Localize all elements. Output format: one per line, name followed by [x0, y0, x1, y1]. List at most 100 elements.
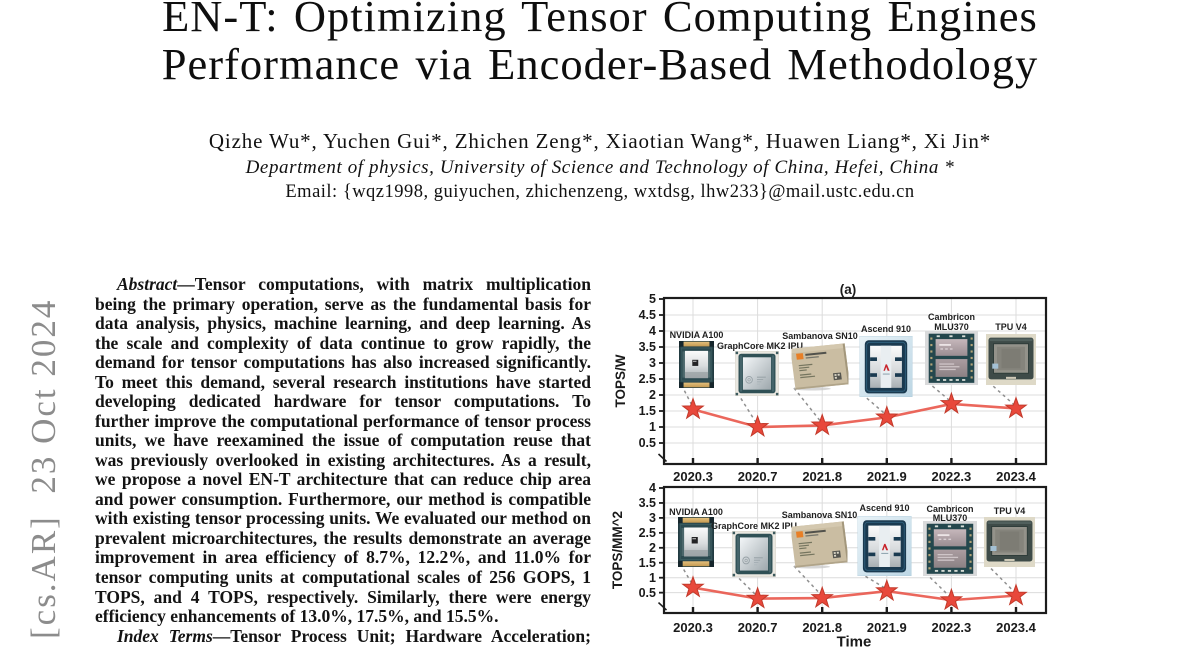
abstract-line: and power consumption. Furthermore, our … — [95, 488, 591, 509]
chip-label: TPU V4 — [995, 322, 1027, 332]
chip-connector-line — [861, 393, 888, 416]
chip-connector-line — [736, 392, 759, 426]
x-tick-label: 2023.4 — [996, 469, 1037, 484]
chip-image-a100 — [678, 517, 714, 567]
x-tick-label: 2022.3 — [932, 620, 972, 635]
abstract-line: tensor computing units at computational … — [95, 566, 591, 587]
chip-label: Sambanova SN10 — [782, 331, 858, 341]
y-axis-title: TOPS/W — [613, 354, 628, 407]
abstract-line: being the primary operation, serve as th… — [95, 293, 591, 314]
abstract-line: with existing tensor processing units. W… — [95, 508, 591, 529]
chip-label: MLU370 — [933, 513, 968, 523]
chip-connector-line — [793, 387, 823, 424]
abstract-line: we propose a novel EN-T architecture tha… — [95, 469, 591, 490]
y-tick-label: 0.5 — [639, 436, 656, 450]
chip-label: Ascend 910 — [861, 324, 911, 334]
abstract-lines: being the primary operation, serve as th… — [95, 293, 591, 608]
chip-label: MLU370 — [934, 322, 969, 332]
plot-frame — [662, 485, 1048, 615]
y-tick-label: 3.5 — [639, 496, 656, 510]
chip-image-ascend — [859, 336, 913, 397]
star-marker — [939, 587, 964, 611]
star-marker — [745, 414, 770, 437]
paper-title-line1: EN-T: Optimizing Tensor Computing Engine… — [162, 0, 1038, 41]
y-tick-label: 4.5 — [639, 308, 656, 322]
chip-image-tpu — [986, 334, 1036, 385]
y-tick-label: 2.5 — [639, 372, 656, 386]
abstract-line: TOPS, and 4 TOPS, respectively. Similarl… — [95, 586, 591, 607]
panel-label: (a) — [840, 282, 857, 297]
chip-label: Ascend 910 — [859, 503, 909, 513]
chip-image-cambricon — [925, 331, 978, 385]
affiliation-line: Department of physics, University of Sci… — [245, 157, 955, 178]
axis-break-mark — [657, 602, 668, 611]
chip-label: Cambricon — [928, 312, 975, 322]
y-tick-label: 5 — [649, 292, 656, 306]
y-tick-label: 0.5 — [639, 586, 656, 600]
star-marker — [1004, 583, 1028, 606]
abstract-line: units, we have reexamined the issue of c… — [95, 430, 591, 451]
abstract-line: demand for tensor computations has also … — [95, 352, 591, 373]
y-tick-label: 2.5 — [639, 526, 656, 540]
abstract-line: improvement in area efficiency of 8.7%, … — [95, 547, 591, 568]
x-axis-title: Time — [837, 634, 872, 648]
y-tick-label: 3 — [649, 356, 656, 370]
y-tick-label: 1.5 — [639, 556, 656, 570]
chip-image-samba — [791, 343, 849, 391]
x-tick-label: 2020.3 — [673, 469, 713, 484]
x-tick-label: 2021.9 — [867, 469, 907, 484]
x-tick-label: 2020.7 — [738, 620, 778, 635]
y-tick-label: 2 — [649, 541, 656, 555]
authors-line: Qizhe Wu*, Yuchen Gui*, Zhichen Zeng*, X… — [208, 129, 992, 153]
chip-image-samba — [791, 521, 848, 569]
data-line — [692, 586, 1017, 602]
email-line: Email: {wqz1998, guiyuchen, zhichenzeng,… — [285, 181, 915, 202]
index-terms-line: Index Terms—Tensor Process Unit; Hardwar… — [95, 625, 591, 647]
y-tick-label: 4 — [649, 324, 656, 338]
chip-label: GraphCore MK2 IPU — [711, 521, 797, 531]
abstract-line: To meet this demand, several research in… — [95, 371, 591, 392]
chip-label: NVIDIA A100 — [670, 330, 724, 340]
star-marker — [875, 578, 899, 602]
abstract-line: further improve the computational perfor… — [95, 410, 591, 431]
abstract-first-line: Abstract—Tensor computations, with matri… — [95, 274, 591, 295]
x-tick-label: 2023.4 — [996, 620, 1037, 635]
abstract-last-line: efficiency enhancements of 13.0%, 17.5%,… — [95, 606, 499, 627]
y-tick-label: 4 — [649, 481, 656, 495]
abstract-line: data analysis, physics, machine learning… — [95, 313, 591, 334]
abstract-line: prevalent microarchitectures, the result… — [95, 527, 591, 548]
chip-image-a100 — [679, 341, 714, 388]
data-line — [692, 402, 1017, 429]
y-tick-label: 1 — [649, 571, 656, 585]
abstract-lead: Abstract — [117, 274, 178, 294]
chip-label: TPU V4 — [994, 506, 1026, 516]
y-axis-title: TOPS/MM^2 — [610, 511, 625, 589]
y-tick-label: 2 — [649, 388, 656, 402]
chip-connector-line — [927, 381, 952, 403]
chip-image-graphcore — [732, 531, 776, 577]
chip-connector-line — [985, 563, 1017, 595]
abstract-line: was previously overlooked in existing ar… — [95, 449, 591, 470]
plot-frame — [662, 296, 1048, 466]
chip-connector-line — [859, 572, 888, 590]
chip-connector-line — [793, 565, 823, 597]
index-terms-rest: —Tensor Process Unit; Hardware Accelerat… — [212, 625, 591, 646]
x-tick-label: 2021.8 — [802, 620, 842, 635]
chip-label: NVIDIA A100 — [669, 507, 723, 517]
chip-image-cambricon — [923, 521, 977, 576]
x-tick-label: 2020.7 — [738, 469, 778, 484]
star-marker — [810, 585, 834, 609]
star-marker — [745, 586, 770, 609]
star-marker — [939, 391, 964, 414]
chip-connector-line — [733, 573, 759, 598]
paper-title: EN-T: Optimizing Tensor Computing Engine… — [0, 0, 1200, 88]
x-tick-label: 2022.3 — [932, 469, 972, 484]
star-marker — [875, 405, 899, 428]
axis-break-mark — [657, 453, 668, 463]
chip-image-ascend — [857, 516, 912, 576]
paper-title-line2: Performance via Encoder-Based Methodolog… — [161, 39, 1039, 89]
abstract-first-line-rest: —Tensor computations, with matrix multip… — [177, 274, 591, 294]
star-marker — [810, 413, 834, 436]
y-tick-label: 1.5 — [639, 404, 656, 418]
